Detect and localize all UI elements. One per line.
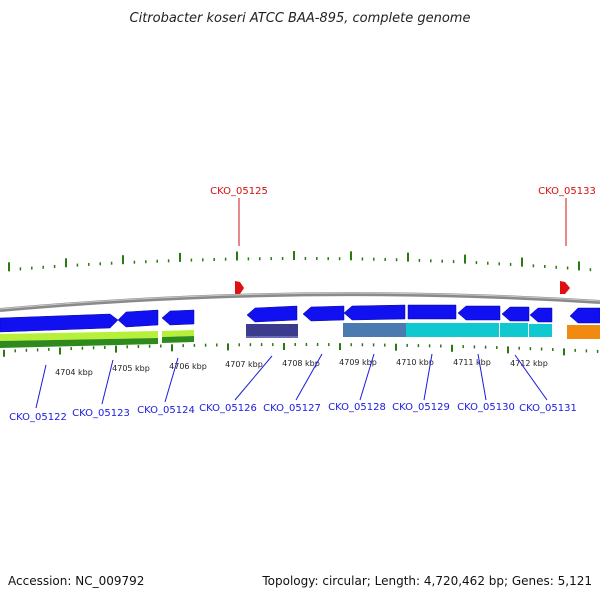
scale-label: 4704 kbp (55, 368, 93, 377)
gene-label-cko-05128[interactable]: CKO_05128 (328, 402, 386, 413)
leader-line (477, 353, 487, 401)
forward-strand-genes (0, 304, 600, 333)
scale-label: 4710 kbp (396, 358, 434, 367)
gene-leader-lines (35, 353, 548, 409)
highlight-markers (235, 281, 570, 294)
gene-cko-05126-arrow[interactable] (246, 305, 298, 323)
gene-label-cko-05129[interactable]: CKO_05129 (392, 402, 450, 413)
gene-cko-05122-arrow[interactable] (0, 313, 119, 333)
scale-label: 4712 kbp (510, 359, 548, 368)
scale-label: 4706 kbp (169, 362, 207, 371)
gene-cko-05130-arrow[interactable] (457, 305, 501, 321)
gene-cko-05123-arrow[interactable] (117, 309, 159, 328)
map-title: Citrobacter koseri ATCC BAA-895, complet… (130, 11, 471, 26)
genome-backbone (0, 292, 600, 312)
leader-line (359, 353, 375, 401)
track-green-dark[interactable] (0, 338, 158, 348)
marker-cko-05125[interactable] (235, 281, 244, 294)
scale-label: 4709 kbp (339, 358, 377, 367)
highlight-gene-labels: CKO_05125 CKO_05133 (210, 186, 596, 246)
gene-cko-05131-arrow[interactable] (529, 307, 553, 323)
gene-cko-05129-arrow[interactable] (407, 304, 457, 320)
gene-label-cko-05130[interactable]: CKO_05130 (457, 402, 515, 413)
genome-summary-text: Topology: circular; Length: 4,720,462 bp… (261, 574, 592, 588)
gene-label-cko-05124[interactable]: CKO_05124 (137, 405, 195, 416)
track-green-dark-2[interactable] (162, 336, 194, 343)
track-cyan-1[interactable] (406, 323, 499, 337)
gene-cko-05130b-arrow[interactable] (501, 306, 530, 322)
track-green-light-2[interactable] (162, 330, 194, 337)
lower-tick-ruler (3, 343, 599, 357)
gene-label-cko-05123[interactable]: CKO_05123 (72, 408, 130, 419)
gene-label-cko-05131[interactable]: CKO_05131 (519, 403, 577, 414)
scale-label: 4705 kbp (112, 364, 150, 373)
scale-label: 4708 kbp (282, 359, 320, 368)
track-indigo-edge (246, 336, 298, 338)
track-orange[interactable] (567, 325, 600, 339)
gene-cko-05132-arrow[interactable] (569, 307, 600, 324)
leader-line (234, 355, 273, 401)
scale-label: 4711 kbp (453, 358, 491, 367)
leader-line (164, 357, 179, 403)
track-cyan-2[interactable] (500, 323, 528, 337)
track-cyan-3[interactable] (529, 324, 552, 337)
scale-label: 4707 kbp (225, 360, 263, 369)
scale-labels: 4704 kbp 4705 kbp 4706 kbp 4707 kbp 4708… (55, 358, 548, 377)
highlight-label-cko-05125[interactable]: CKO_05125 (210, 186, 268, 197)
gene-cko-05127-arrow[interactable] (302, 305, 345, 322)
leader-line (35, 364, 47, 409)
gene-label-cko-05126[interactable]: CKO_05126 (199, 403, 257, 414)
track-indigo[interactable] (246, 324, 298, 338)
gene-cko-05124-arrow[interactable] (161, 309, 195, 326)
accession-text: Accession: NC_009792 (8, 574, 144, 588)
leader-line (295, 353, 323, 401)
marker-cko-05133[interactable] (560, 281, 570, 294)
leader-line (423, 353, 433, 401)
feature-tracks (0, 323, 600, 348)
upper-tick-ruler (8, 251, 592, 272)
gene-cko-05128-arrow[interactable] (343, 304, 406, 321)
track-steel[interactable] (343, 323, 406, 337)
leader-line (101, 359, 114, 405)
genome-backbone-highlight (0, 292, 600, 310)
gene-label-cko-05127[interactable]: CKO_05127 (263, 403, 321, 414)
track-green-light[interactable] (0, 331, 158, 341)
gene-labels: CKO_05122 CKO_05123 CKO_05124 CKO_05126 … (9, 402, 577, 423)
highlight-label-cko-05133[interactable]: CKO_05133 (538, 186, 596, 197)
leader-line (514, 354, 548, 401)
gene-label-cko-05122[interactable]: CKO_05122 (9, 412, 67, 423)
